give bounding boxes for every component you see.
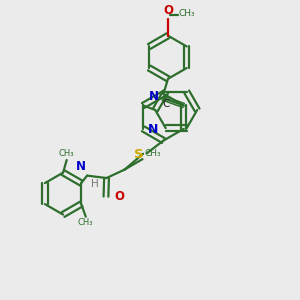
Text: N: N: [149, 90, 159, 103]
Text: CH₃: CH₃: [145, 148, 161, 158]
Text: N: N: [147, 123, 158, 136]
Text: H: H: [91, 179, 99, 189]
Text: O: O: [114, 190, 124, 203]
Text: C: C: [163, 99, 170, 109]
Text: O: O: [163, 4, 173, 17]
Text: CH₃: CH₃: [78, 218, 94, 227]
Text: S: S: [134, 148, 143, 161]
Text: N: N: [76, 160, 85, 173]
Text: CH₃: CH₃: [59, 149, 74, 158]
Text: CH₃: CH₃: [178, 9, 195, 18]
